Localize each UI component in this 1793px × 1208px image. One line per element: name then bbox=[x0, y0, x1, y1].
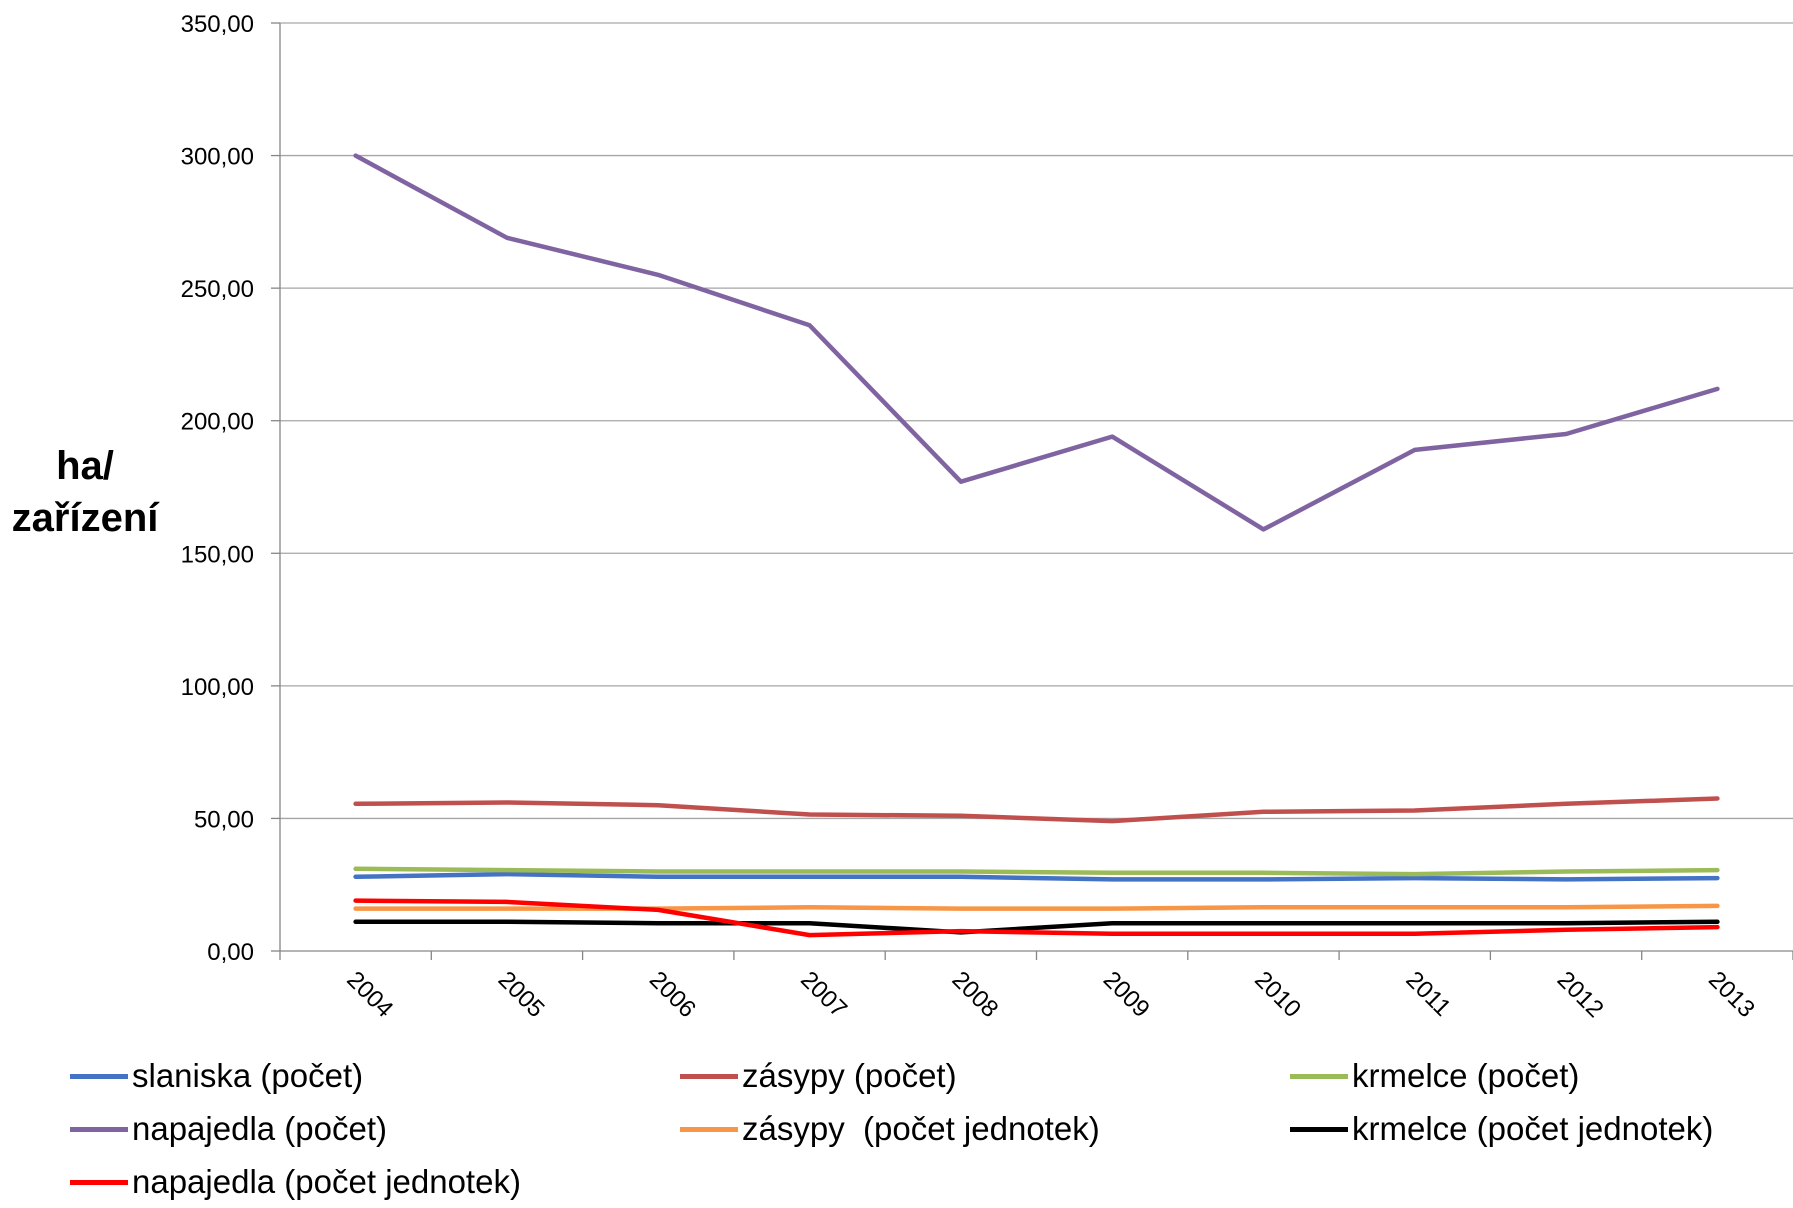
series-line bbox=[353, 153, 1720, 532]
legend-item: zásypy (počet jednotek) bbox=[680, 1103, 1100, 1155]
series-line bbox=[353, 871, 1720, 882]
x-axis: 2004 2005 2006 2007 2008 2009 2010 2011 2012 2013 bbox=[279, 950, 1793, 1023]
x-tick-label: 2007 bbox=[795, 966, 852, 1023]
legend-swatch bbox=[1290, 1126, 1348, 1132]
y-axis-title-line2: zařízení bbox=[11, 496, 159, 540]
legend-label: napajedla (počet) bbox=[132, 1110, 388, 1147]
legend-swatch bbox=[70, 1073, 128, 1079]
y-tick-label: 100,00 bbox=[181, 674, 254, 701]
legend-label: krmelce (počet) bbox=[1352, 1057, 1580, 1094]
y-axis-title: ha/ zařízení bbox=[10, 440, 160, 544]
y-tick-label: 250,00 bbox=[181, 276, 254, 303]
legend-label: napajedla (počet jednotek) bbox=[132, 1163, 521, 1200]
x-tick-label: 2010 bbox=[1249, 966, 1306, 1023]
legend-item: krmelce (počet jednotek) bbox=[1290, 1103, 1713, 1155]
x-tick-label: 2011 bbox=[1401, 966, 1457, 1022]
x-tick-label: 2008 bbox=[947, 966, 1004, 1023]
x-tick-label: 2006 bbox=[644, 966, 701, 1023]
y-tick-label: 0,00 bbox=[207, 939, 254, 966]
legend-swatch bbox=[1290, 1073, 1348, 1079]
y-tick-label: 350,00 bbox=[181, 11, 254, 38]
y-tick-label: 200,00 bbox=[181, 409, 254, 436]
legend-swatch bbox=[70, 1179, 128, 1185]
legend-swatch bbox=[70, 1126, 128, 1132]
legend: slaniska (počet) zásypy (počet) krmelce (p… bbox=[70, 1050, 1790, 1200]
legend-swatch bbox=[680, 1126, 738, 1132]
x-tick-label: 2009 bbox=[1098, 966, 1155, 1023]
y-tick-label: 300,00 bbox=[181, 144, 254, 171]
x-tick-label: 2004 bbox=[341, 966, 398, 1023]
line-chart: 0,00 50,00 100,00 150,00 200,00 250,00 300,00 3… bbox=[181, 11, 1793, 1023]
x-tick-label: 2005 bbox=[493, 966, 550, 1023]
legend-label: zásypy (počet jednotek) bbox=[742, 1110, 1100, 1147]
x-tick-label: 2012 bbox=[1552, 966, 1609, 1023]
legend-item: slaniska (počet) bbox=[70, 1050, 363, 1102]
x-tick-label: 2013 bbox=[1703, 966, 1760, 1023]
series-lines bbox=[353, 153, 1720, 938]
series-line bbox=[353, 919, 1720, 935]
series-line bbox=[353, 866, 1720, 877]
y-axis: 0,00 50,00 100,00 150,00 200,00 250,00 300,00 3… bbox=[181, 11, 281, 966]
legend-item: krmelce (počet) bbox=[1290, 1050, 1579, 1102]
series-line bbox=[353, 796, 1720, 824]
legend-item: napajedla (počet jednotek) bbox=[70, 1156, 521, 1208]
grid-lines bbox=[280, 22, 1793, 820]
series-line bbox=[353, 898, 1720, 938]
legend-swatch bbox=[680, 1073, 738, 1079]
legend-item: napajedla (počet) bbox=[70, 1103, 387, 1155]
legend-item: zásypy (počet) bbox=[680, 1050, 957, 1102]
legend-label: krmelce (počet jednotek) bbox=[1352, 1110, 1714, 1147]
y-tick-label: 150,00 bbox=[181, 541, 254, 568]
legend-label: slaniska (počet) bbox=[132, 1057, 364, 1094]
legend-label: zásypy (počet) bbox=[742, 1057, 957, 1094]
y-tick-label: 50,00 bbox=[194, 806, 254, 833]
series-line bbox=[353, 903, 1720, 911]
y-axis-title-line1: ha/ bbox=[56, 444, 114, 488]
